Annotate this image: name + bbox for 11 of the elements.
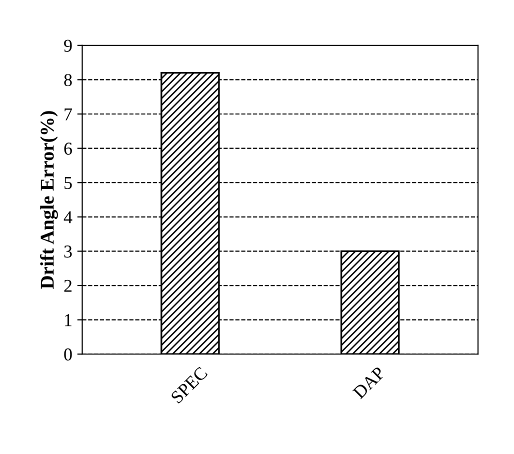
y-tick-label: 5 <box>64 177 72 190</box>
y-tick-label: 6 <box>64 142 72 155</box>
y-tick-label: 0 <box>64 348 72 361</box>
y-tick-label: 4 <box>64 211 72 224</box>
y-tick-label: 9 <box>64 40 72 52</box>
y-tick-label: 7 <box>64 108 72 120</box>
y-tick-label: 1 <box>65 314 72 326</box>
y-tick-label: 2 <box>64 280 72 292</box>
y-axis-title: Drift Angle Error(%) <box>40 111 58 289</box>
y-tick-label: 3 <box>64 246 72 258</box>
y-tick-label: 8 <box>64 74 72 86</box>
